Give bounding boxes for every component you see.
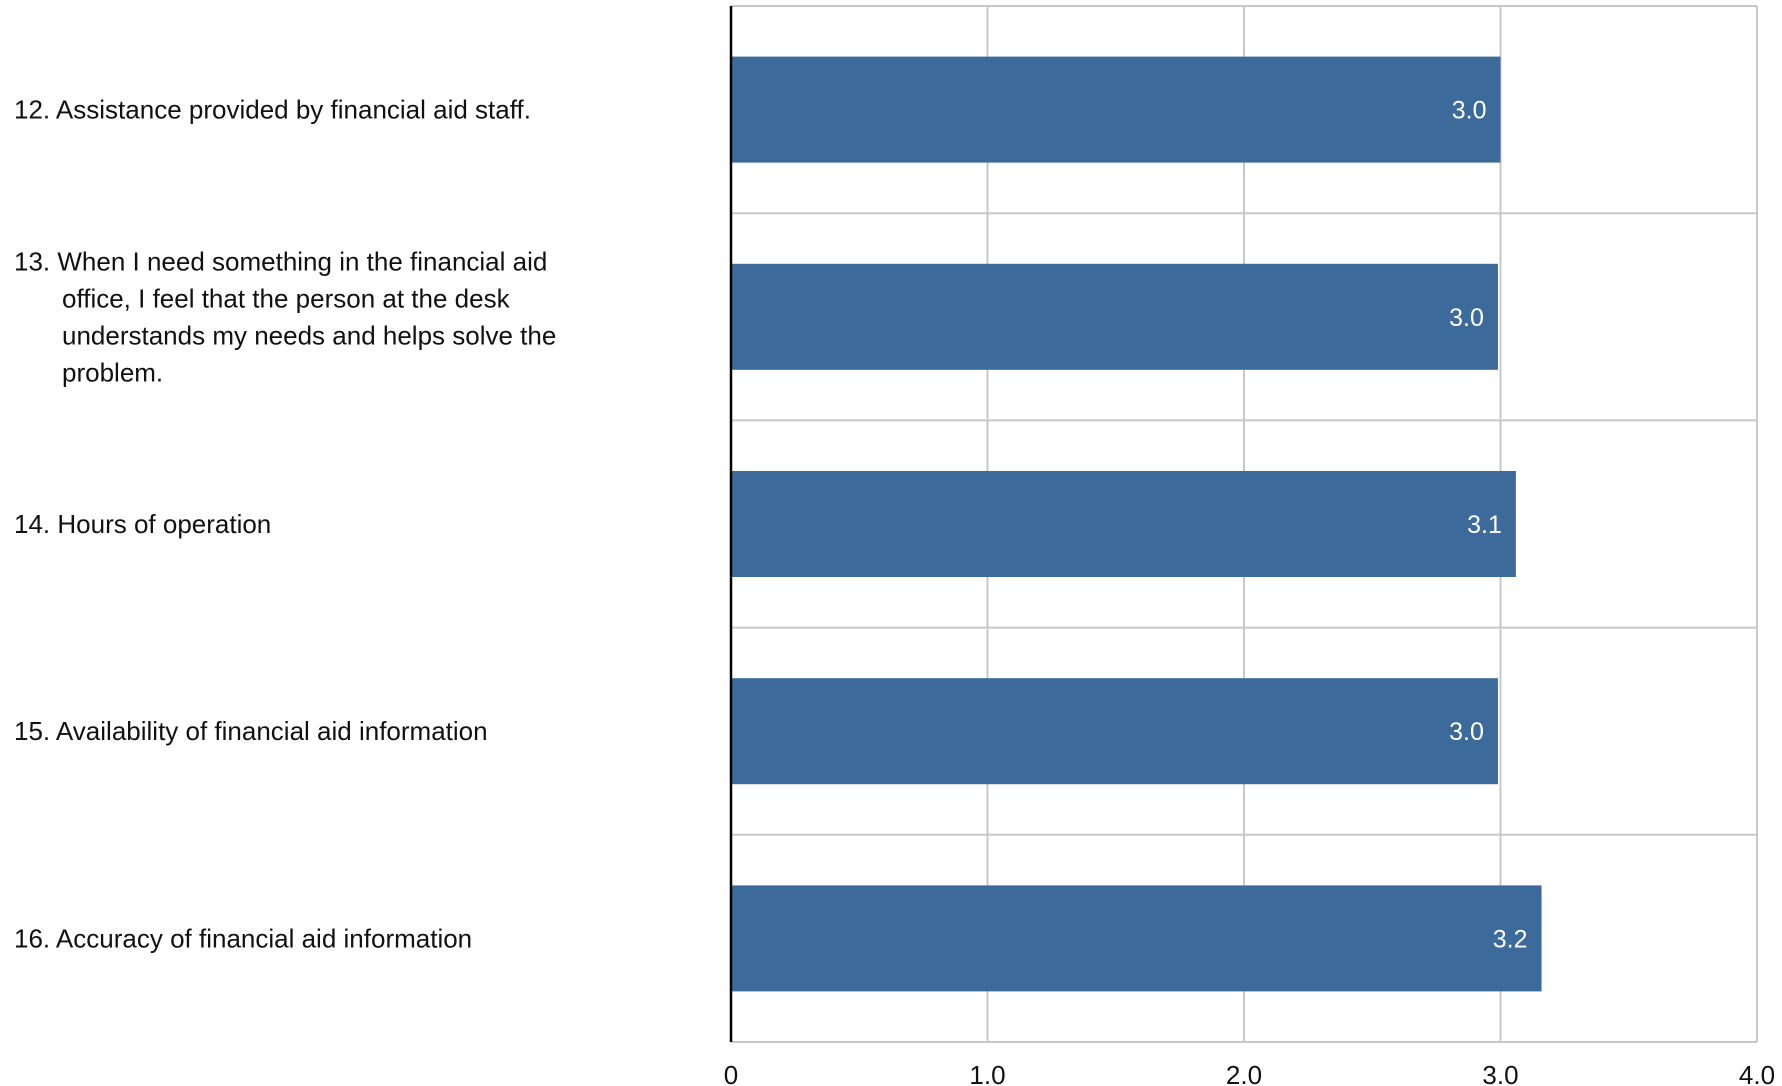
data-label-4: 3.0 — [1449, 718, 1484, 746]
data-label-1: 3.0 — [1452, 97, 1487, 125]
bar-4 — [731, 678, 1498, 785]
x-tick-label-3: 3.0 — [1482, 1060, 1518, 1086]
x-tick-label-2: 2.0 — [1226, 1060, 1262, 1086]
data-label-3: 3.1 — [1467, 511, 1502, 539]
category-labels: 12. Assistance provided by financial aid… — [14, 95, 556, 954]
data-label-2: 3.0 — [1449, 304, 1484, 332]
bar-5 — [731, 885, 1542, 992]
bars — [731, 56, 1542, 992]
category-label-2: 13. When I need something in the financi… — [14, 246, 556, 387]
bar-2 — [731, 263, 1498, 370]
data-labels: 3.0 3.0 3.1 3.0 3.2 — [1449, 97, 1527, 954]
x-tick-labels: 0 1.0 2.0 3.0 4.0 — [724, 1060, 1775, 1086]
x-tick-label-1: 1.0 — [969, 1060, 1005, 1086]
category-label-1: 12. Assistance provided by financial aid… — [14, 95, 531, 125]
x-tick-label-0: 0 — [724, 1060, 738, 1086]
category-label-3: 14. Hours of operation — [14, 509, 271, 539]
bar-3 — [731, 471, 1516, 577]
x-tick-label-4: 4.0 — [1739, 1060, 1775, 1086]
data-label-5: 3.2 — [1493, 925, 1528, 953]
category-label-4: 15. Availability of financial aid inform… — [14, 716, 488, 746]
category-label-5: 16. Accuracy of financial aid informatio… — [14, 923, 472, 953]
grid-lines — [731, 5, 1758, 1042]
bar-1 — [731, 56, 1501, 163]
axes — [729, 6, 1757, 1043]
